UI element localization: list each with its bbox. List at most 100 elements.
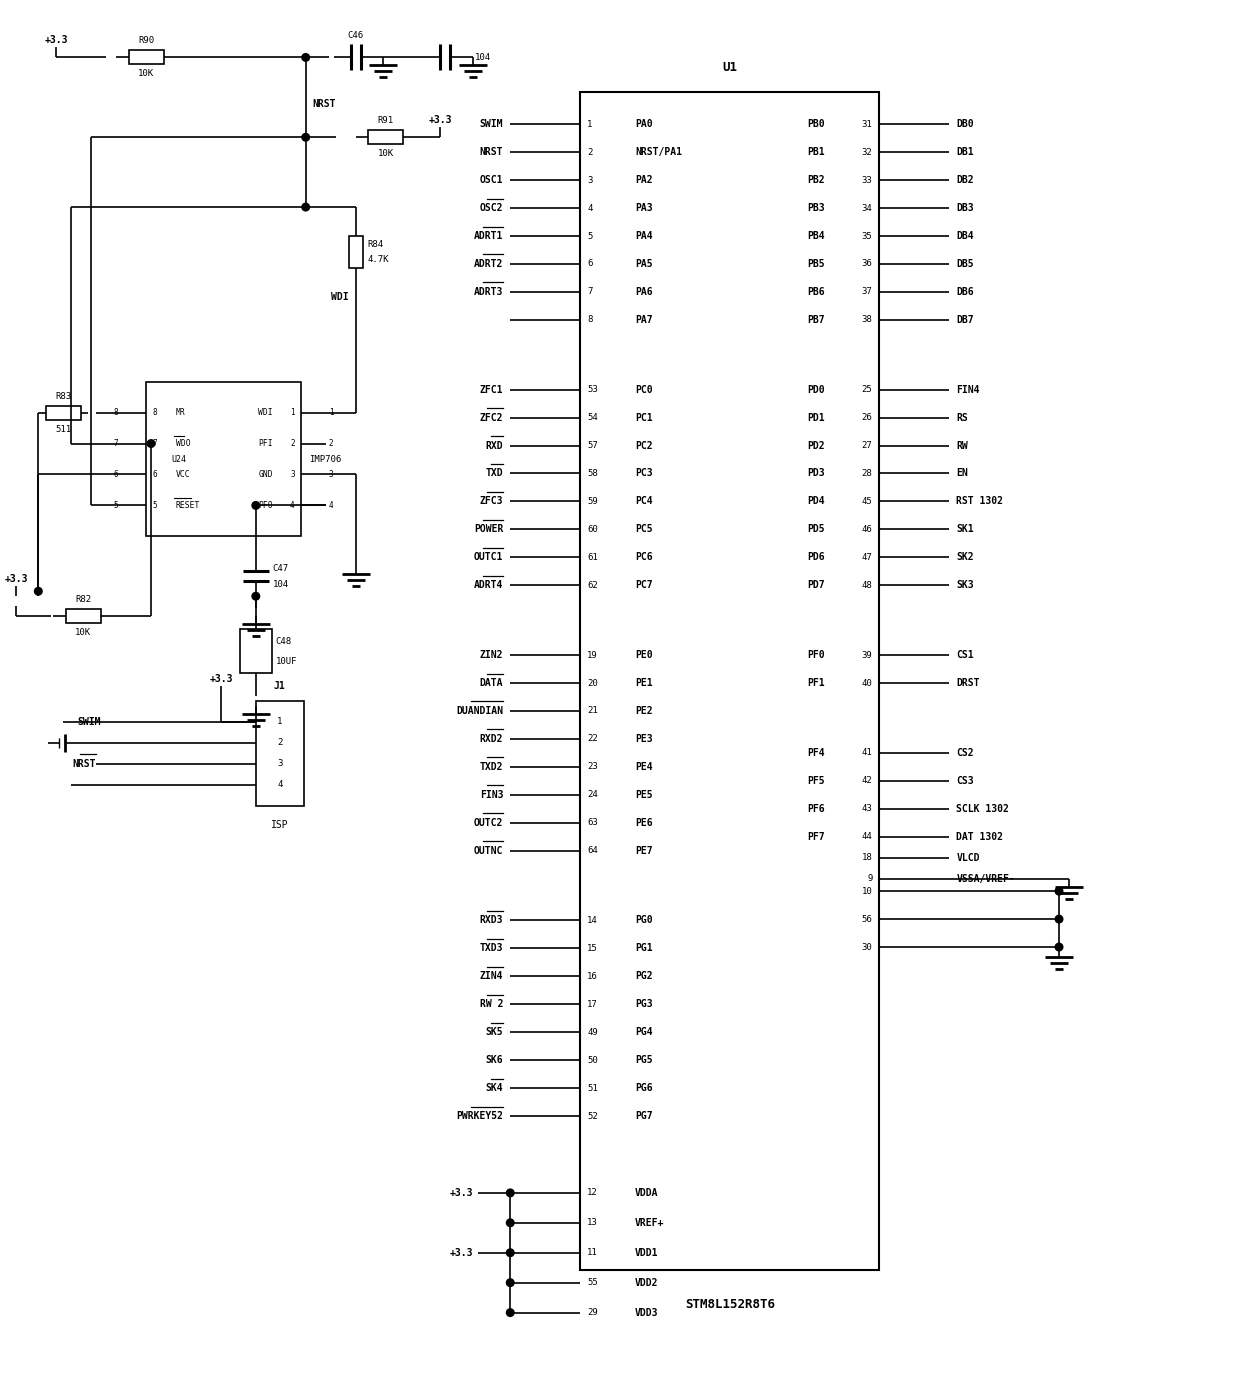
Text: PB0: PB0 (807, 120, 825, 129)
Text: PE5: PE5 (635, 790, 652, 800)
Text: 2: 2 (587, 147, 593, 157)
Text: DB0: DB0 (956, 120, 973, 129)
Text: PB4: PB4 (807, 231, 825, 241)
Text: PF4: PF4 (807, 748, 825, 758)
Text: R90: R90 (138, 36, 154, 46)
Text: PFI: PFI (258, 440, 273, 448)
Text: U1: U1 (722, 61, 738, 74)
Text: PE0: PE0 (635, 650, 652, 661)
Text: 13: 13 (587, 1219, 598, 1227)
Text: ZFC1: ZFC1 (480, 385, 503, 395)
Text: 4.7K: 4.7K (367, 256, 389, 264)
Circle shape (252, 593, 259, 600)
Text: 2: 2 (277, 739, 283, 747)
Text: +3.3: +3.3 (450, 1188, 474, 1198)
Text: +3.3: +3.3 (210, 675, 233, 684)
Text: OUTNC: OUTNC (474, 846, 503, 855)
Text: RESET: RESET (176, 501, 201, 510)
Text: 62: 62 (587, 581, 598, 590)
Text: PB7: PB7 (807, 314, 825, 325)
Circle shape (1055, 887, 1063, 894)
Text: 18: 18 (862, 853, 873, 862)
Text: TXD3: TXD3 (480, 943, 503, 953)
Bar (368, 131, 403, 145)
Text: ZIN2: ZIN2 (480, 650, 503, 661)
Text: 28: 28 (862, 469, 873, 479)
Text: OSC1: OSC1 (480, 175, 503, 185)
Text: 1: 1 (277, 718, 283, 726)
Text: ADRT1: ADRT1 (474, 231, 503, 241)
Text: PG5: PG5 (635, 1056, 652, 1066)
Text: +3.3: +3.3 (450, 1248, 474, 1257)
Text: 43: 43 (862, 804, 873, 814)
Text: PFO: PFO (258, 501, 273, 510)
Text: 33: 33 (862, 175, 873, 185)
Text: 17: 17 (587, 1000, 598, 1008)
Text: SK2: SK2 (956, 552, 973, 562)
Text: PF1: PF1 (807, 677, 825, 689)
Text: WDO: WDO (176, 440, 191, 448)
Text: PC4: PC4 (635, 497, 652, 506)
Circle shape (1055, 943, 1063, 951)
Circle shape (506, 1189, 515, 1196)
Text: PA2: PA2 (635, 175, 652, 185)
Text: SK3: SK3 (956, 580, 973, 590)
Text: DRST: DRST (956, 677, 980, 689)
Circle shape (506, 1219, 515, 1227)
Text: R91: R91 (377, 117, 393, 125)
Text: PA5: PA5 (635, 259, 652, 268)
Circle shape (1055, 915, 1063, 922)
Text: RST 1302: RST 1302 (956, 497, 1003, 506)
Text: PE2: PE2 (635, 707, 652, 716)
Text: ADRT2: ADRT2 (474, 259, 503, 268)
Text: 7: 7 (587, 288, 593, 296)
Text: PE4: PE4 (635, 762, 652, 772)
Text: 47: 47 (862, 552, 873, 562)
Text: 4: 4 (290, 501, 295, 510)
Text: 2: 2 (290, 440, 295, 448)
Text: U24: U24 (171, 455, 186, 463)
Text: RW: RW (956, 441, 968, 451)
Text: PD3: PD3 (807, 469, 825, 479)
Circle shape (301, 134, 310, 140)
Text: 64: 64 (587, 846, 598, 855)
Text: DB3: DB3 (956, 203, 973, 213)
Text: J1: J1 (274, 682, 285, 691)
Text: RXD: RXD (486, 441, 503, 451)
Text: VDD3: VDD3 (635, 1308, 658, 1317)
Text: WDI: WDI (331, 292, 348, 302)
Text: 42: 42 (862, 776, 873, 786)
Text: PG3: PG3 (635, 999, 652, 1010)
Text: 51: 51 (587, 1084, 598, 1092)
Text: +3.3: +3.3 (429, 115, 453, 125)
Text: 1: 1 (587, 120, 593, 129)
Text: 59: 59 (587, 497, 598, 506)
Text: 1: 1 (329, 408, 334, 417)
Text: 15: 15 (587, 944, 598, 953)
Text: PG7: PG7 (635, 1111, 652, 1121)
Text: VCC: VCC (176, 470, 191, 479)
Text: 27: 27 (862, 441, 873, 451)
Text: TXD2: TXD2 (480, 762, 503, 772)
Text: NRST: NRST (480, 147, 503, 157)
Text: PB6: PB6 (807, 287, 825, 296)
Text: 1: 1 (290, 408, 295, 417)
Text: 4: 4 (277, 780, 283, 789)
Text: PA7: PA7 (635, 314, 652, 325)
Text: SCLK 1302: SCLK 1302 (956, 804, 1009, 814)
Text: 6: 6 (587, 260, 593, 268)
Text: PG4: PG4 (635, 1027, 652, 1038)
Text: 4: 4 (587, 203, 593, 213)
Text: IMP706: IMP706 (309, 455, 341, 463)
Bar (239, 629, 272, 673)
Text: DB7: DB7 (956, 314, 973, 325)
Text: 19: 19 (587, 651, 598, 659)
Text: DB2: DB2 (956, 175, 973, 185)
Text: DATA: DATA (480, 677, 503, 689)
Bar (580, 92, 879, 1270)
Text: RXD2: RXD2 (480, 734, 503, 744)
Text: 6: 6 (153, 470, 156, 479)
Circle shape (506, 1249, 515, 1256)
Text: C46: C46 (347, 32, 363, 40)
Text: SK4: SK4 (486, 1084, 503, 1093)
